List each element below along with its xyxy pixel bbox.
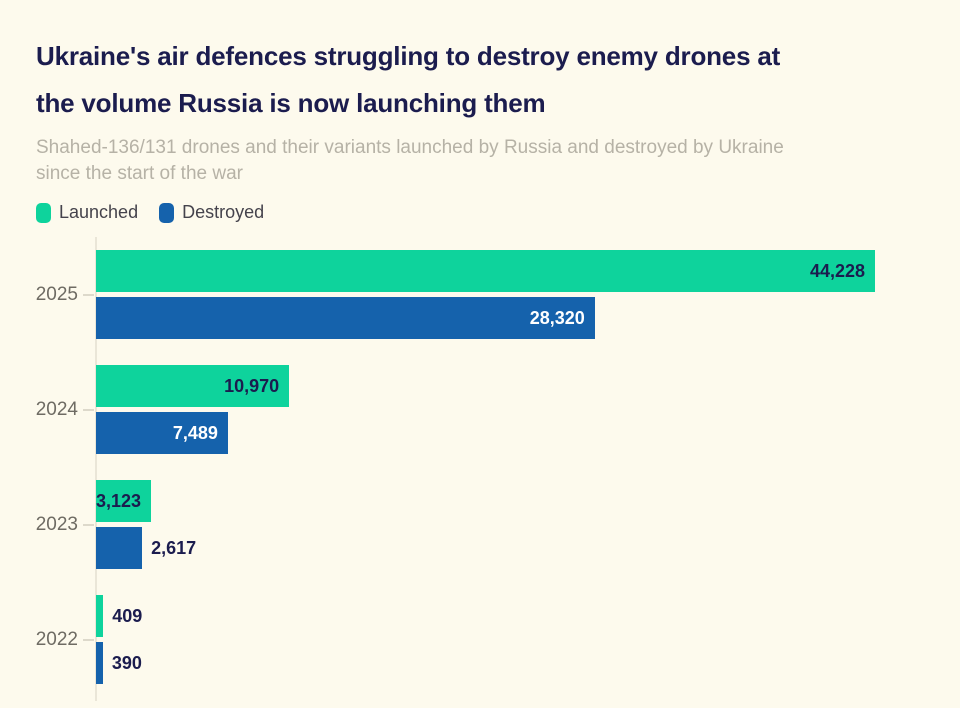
bar-2024-destroyed: 7,489 bbox=[96, 412, 228, 454]
bar-2025-destroyed: 28,320 bbox=[96, 297, 595, 339]
year-label-2022: 2022 bbox=[35, 628, 78, 650]
bar-row-2023-launched: 3,123 bbox=[96, 480, 960, 522]
legend-swatch-launched-icon bbox=[36, 202, 51, 223]
page-title-line-2: the volume Russia is now launching them bbox=[36, 88, 546, 118]
axis-tick-2025 bbox=[83, 293, 94, 296]
bar-row-2024-destroyed: 7,489 bbox=[96, 412, 960, 454]
legend-label-destroyed: Destroyed bbox=[182, 202, 265, 222]
axis-tick-2022 bbox=[83, 638, 94, 641]
chart-legend: Launched Destroyed bbox=[36, 202, 924, 223]
chart-subtitle: Shahed-136/131 drones and their variants… bbox=[36, 135, 924, 187]
y-axis-line bbox=[95, 237, 97, 701]
value-label-2025-destroyed: 28,320 bbox=[529, 308, 585, 328]
bar-groups: 2025 44,228 28,320 2024 10,970 7,489 2023 3,123… bbox=[0, 237, 960, 701]
value-label-2023-destroyed: 2,617 bbox=[151, 538, 197, 558]
legend-label-launched: Launched bbox=[59, 202, 139, 222]
page-title: Ukraine's air defences struggling to des… bbox=[36, 33, 924, 127]
bar-row-2025-launched: 44,228 bbox=[96, 250, 960, 292]
bar-2024-launched: 10,970 bbox=[96, 365, 290, 407]
bar-group-2025: 2025 44,228 28,320 bbox=[36, 250, 960, 339]
legend-item-launched: Launched bbox=[36, 202, 138, 223]
axis-tick-2023 bbox=[83, 523, 94, 526]
bar-2025-launched: 44,228 bbox=[96, 250, 875, 292]
bar-group-2024: 2024 10,970 7,489 bbox=[36, 365, 960, 454]
bar-chart: 2025 44,228 28,320 2024 10,970 7,489 2023 3,123… bbox=[0, 237, 960, 701]
year-label-2023: 2023 bbox=[35, 513, 78, 535]
year-label-2025: 2025 bbox=[35, 283, 78, 305]
bar-row-2025-destroyed: 28,320 bbox=[96, 297, 960, 339]
bar-2023-destroyed: 2,617 bbox=[96, 527, 196, 569]
value-label-2025-launched: 44,228 bbox=[809, 261, 865, 281]
value-label-2022-launched: 409 bbox=[112, 606, 143, 626]
legend-item-destroyed: Destroyed bbox=[159, 202, 264, 223]
legend-swatch-destroyed-icon bbox=[159, 202, 175, 223]
value-label-2024-destroyed: 7,489 bbox=[172, 423, 218, 443]
axis-tick-2024 bbox=[83, 408, 94, 411]
chart-header: Ukraine's air defences struggling to des… bbox=[0, 0, 960, 223]
chart-subtitle-line-2: since the start of the war bbox=[36, 163, 243, 184]
bar-group-2023: 2023 3,123 2,617 bbox=[36, 480, 960, 569]
value-label-2024-launched: 10,970 bbox=[224, 376, 280, 396]
page-title-line-1: Ukraine's air defences struggling to des… bbox=[36, 41, 781, 71]
bar-row-2024-launched: 10,970 bbox=[96, 365, 960, 407]
value-label-2022-destroyed: 390 bbox=[111, 653, 142, 673]
year-label-2024: 2024 bbox=[35, 398, 78, 420]
bar-2022-launched: 409 bbox=[96, 595, 142, 637]
bar-row-2022-destroyed: 390 bbox=[96, 642, 960, 684]
value-label-2023-launched: 3,123 bbox=[95, 491, 141, 511]
bar-2023-launched: 3,123 bbox=[96, 480, 151, 522]
bar-row-2023-destroyed: 2,617 bbox=[96, 527, 960, 569]
bar-group-2022: 2022 409 390 bbox=[36, 595, 960, 684]
bar-2022-destroyed: 390 bbox=[96, 642, 142, 684]
bar-row-2022-launched: 409 bbox=[96, 595, 960, 637]
chart-subtitle-line-1: Shahed-136/131 drones and their variants… bbox=[36, 137, 784, 158]
